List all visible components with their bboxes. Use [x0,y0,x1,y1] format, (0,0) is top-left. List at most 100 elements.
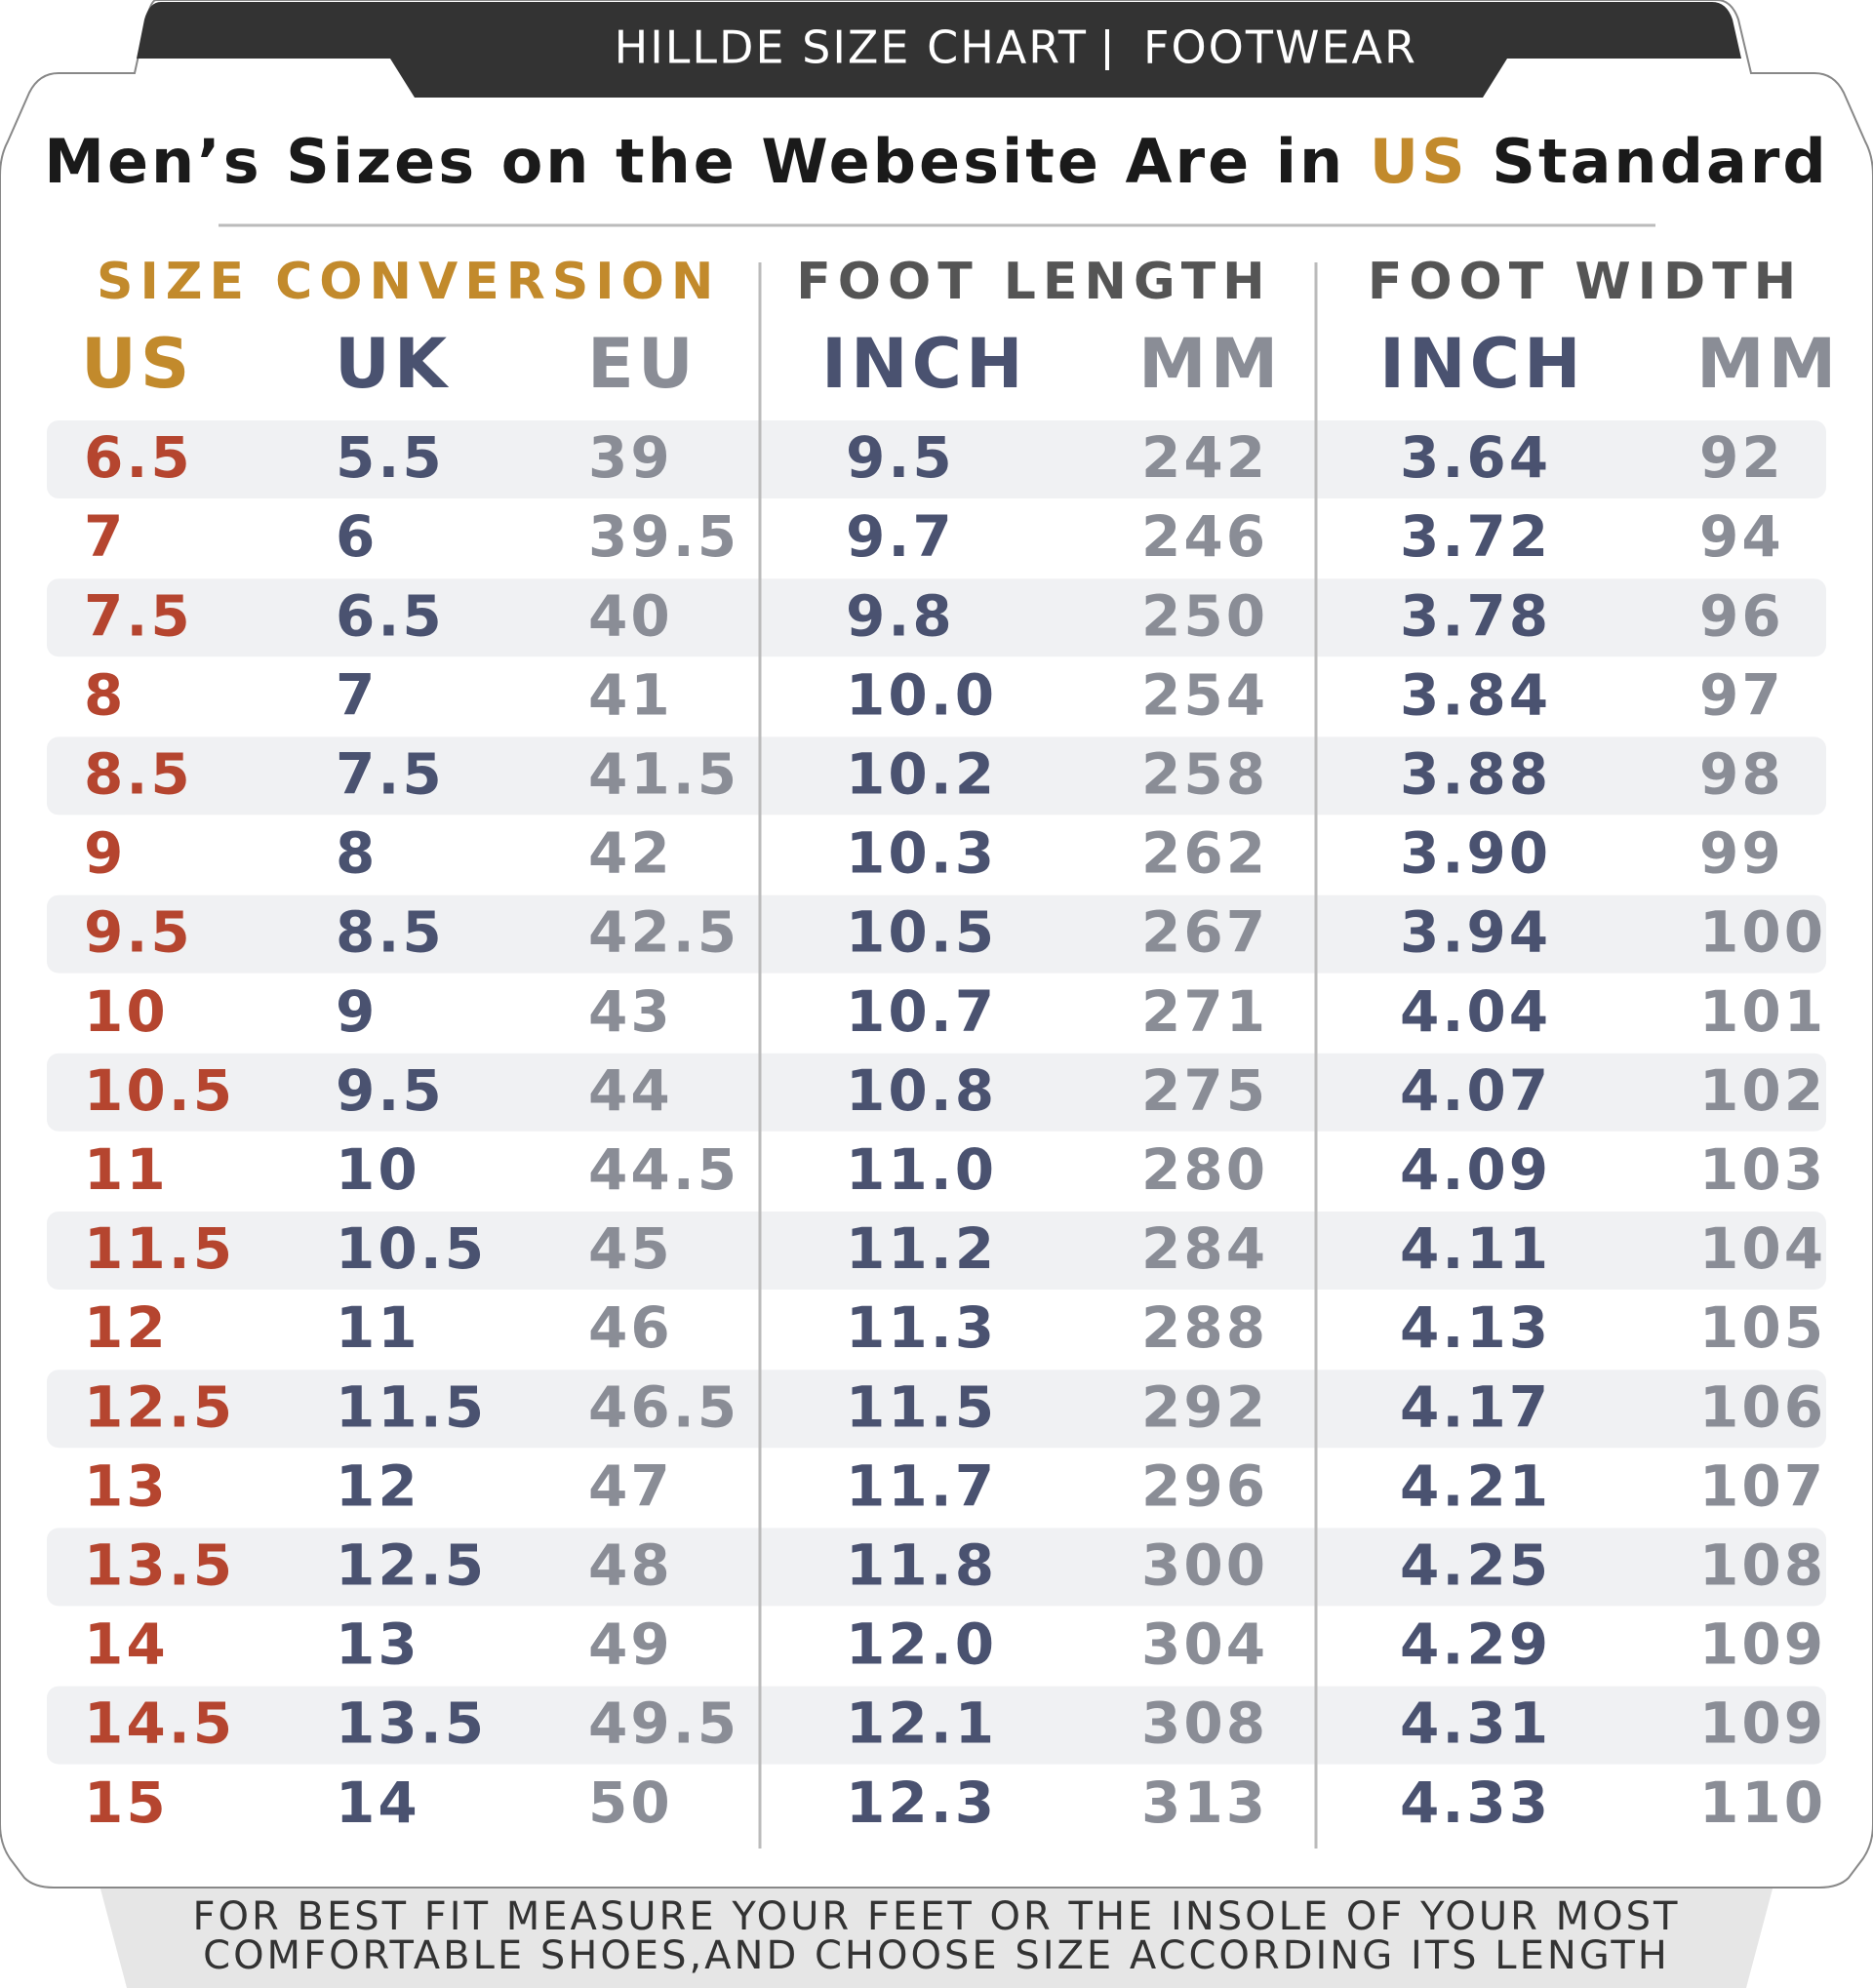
table-cell: 10.0 [846,661,997,728]
table-cell: 254 [1141,661,1268,728]
column-header: MM [1138,324,1282,404]
table-cell: 42 [588,820,673,887]
table-cell: 7 [84,503,126,570]
column-header: INCH [821,324,1027,404]
table-cell: 9.5 [846,424,955,491]
table-cell: 7 [336,661,378,728]
table-cell: 246 [1141,503,1268,570]
subtitle: Men’s Sizes on the Webesite Are in US St… [44,126,1829,197]
table-cell: 49.5 [588,1690,739,1757]
table-cell: 50 [588,1769,673,1836]
subtitle-text: Men’s Sizes on the Webesite Are in [44,126,1345,197]
table-cell: 12 [336,1452,420,1519]
table-cell: 41.5 [588,741,739,808]
row-stripe [47,1370,1826,1449]
table-cell: 11.5 [846,1373,997,1440]
footer-band [98,1878,1775,1988]
subtitle-highlight: US [1370,126,1468,197]
table-cell: 12.0 [846,1611,997,1678]
column-header: UK [335,324,451,404]
table-cell: 6.5 [84,424,193,491]
table-cell: 242 [1141,424,1268,491]
table-cell: 4.07 [1400,1057,1551,1124]
row-stripe [47,736,1826,815]
group-header: FOOT WIDTH [1368,253,1803,311]
table-cell: 96 [1699,582,1784,649]
table-cell: 11.2 [846,1215,997,1282]
table-cell: 288 [1141,1294,1268,1361]
table-cell: 12.5 [336,1532,487,1599]
table-cell: 99 [1699,820,1784,887]
table-cell: 11.5 [336,1373,487,1440]
table-cell: 258 [1141,741,1268,808]
table-cell: 49 [588,1611,673,1678]
table-cell: 15 [84,1769,169,1836]
table-cell: 102 [1699,1057,1826,1124]
table-cell: 109 [1699,1611,1826,1678]
table-cell: 11.5 [84,1215,235,1282]
table-cell: 280 [1141,1136,1268,1203]
table-cell: 10 [336,1136,420,1203]
footer-note: FOR BEST FIT MEASURE YOUR FEET OR THE IN… [193,1894,1681,1939]
header-category: FOOTWEAR [1143,21,1417,74]
table-cell: 9.5 [84,899,193,966]
table-cell: 3.78 [1400,582,1551,649]
table-cell: 262 [1141,820,1268,887]
row-stripe [47,895,1826,974]
table-cell: 12.1 [846,1690,997,1757]
header-title: HILLDE SIZE CHART [615,21,1088,74]
table-cell: 107 [1699,1452,1826,1519]
table-cell: 7.5 [336,741,445,808]
table-cell: 10.5 [846,899,997,966]
subtitle-text: Standard [1492,126,1828,197]
header-tab [137,2,1741,98]
table-cell: 5.5 [336,424,445,491]
table-cell: 4.21 [1400,1452,1551,1519]
table-cell: 10.5 [336,1215,487,1282]
table-cell: 106 [1699,1373,1826,1440]
table-cell: 9.8 [846,582,955,649]
table-cell: 12 [84,1294,169,1361]
table-cell: 46.5 [588,1373,739,1440]
table-cell: 7.5 [84,582,193,649]
table-cell: 292 [1141,1373,1268,1440]
table-cell: 10 [84,978,169,1045]
table-cell: 11 [336,1294,420,1361]
table-cell: 284 [1141,1215,1268,1282]
table-cell: 3.64 [1400,424,1551,491]
table-cell: 3.94 [1400,899,1551,966]
table-cell: 11 [84,1136,169,1203]
table-cell: 10.5 [84,1057,235,1124]
table-cell: 8.5 [336,899,445,966]
row-stripe [47,1212,1826,1290]
table-cell: 14.5 [84,1690,235,1757]
table-cell: 10.2 [846,741,997,808]
table-cell: 47 [588,1452,673,1519]
table-cell: 108 [1699,1532,1826,1599]
table-cell: 11.3 [846,1294,997,1361]
table-cell: 92 [1699,424,1784,491]
table-cell: 304 [1141,1611,1268,1678]
table-cell: 8 [336,820,378,887]
table-cell: 46 [588,1294,673,1361]
table-cell: 6.5 [336,582,445,649]
row-stripe [47,1053,1826,1132]
table-cell: 4.25 [1400,1532,1551,1599]
table-cell: 13.5 [336,1690,487,1757]
table-cell: 105 [1699,1294,1826,1361]
table-cell: 98 [1699,741,1784,808]
column-header: MM [1696,324,1840,404]
table-cell: 42.5 [588,899,739,966]
table-cell: 10.7 [846,978,997,1045]
table-cell: 13 [84,1452,169,1519]
table-cell: 308 [1141,1690,1268,1757]
table-cell: 110 [1699,1769,1826,1836]
table-cell: 3.72 [1400,503,1551,570]
table-cell: 12.5 [84,1373,235,1440]
table-cell: 250 [1141,582,1268,649]
column-header: US [81,324,193,404]
table-cell: 4.33 [1400,1769,1551,1836]
table-cell: 8 [84,661,126,728]
